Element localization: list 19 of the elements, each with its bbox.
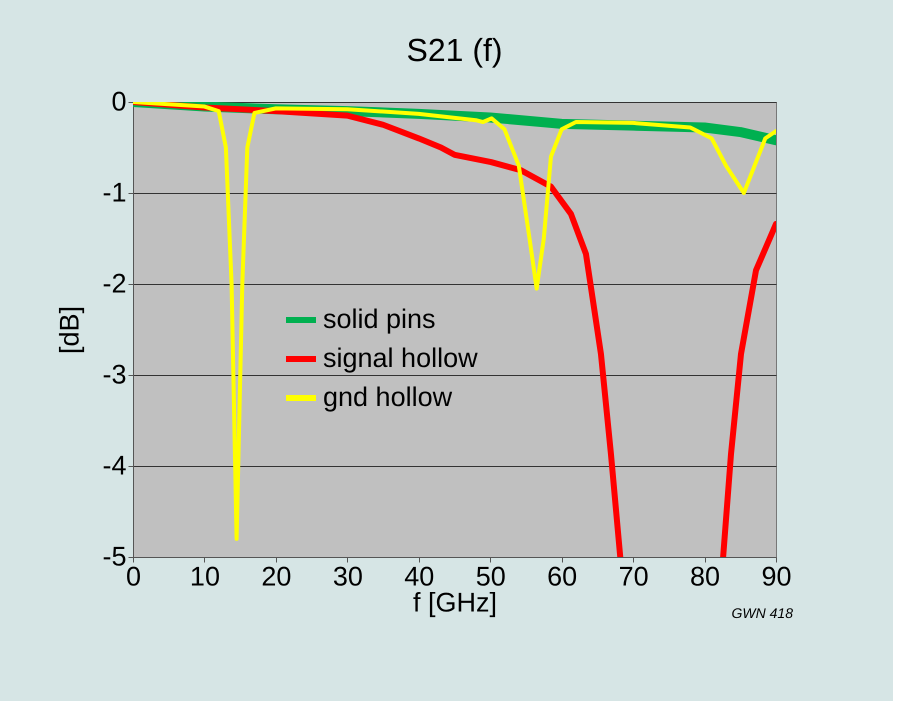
- y-tick-label: 0: [111, 86, 126, 116]
- x-tick-label: 20: [261, 562, 292, 592]
- x-tick-label: 60: [547, 562, 578, 592]
- x-tick-label: 10: [190, 562, 220, 592]
- x-tick-label: 70: [618, 562, 649, 592]
- legend-label: signal hollow: [323, 343, 478, 373]
- x-tick-label: 30: [332, 562, 363, 592]
- y-axis-title: [dB]: [54, 306, 84, 354]
- text: GWN 418: [732, 605, 794, 621]
- y-tick-label: -1: [102, 178, 126, 208]
- y-tick-label: -5: [102, 542, 126, 572]
- x-tick-label: 90: [761, 562, 792, 592]
- legend-label: solid pins: [323, 304, 436, 334]
- legend-label: gnd hollow: [323, 382, 453, 412]
- y-tick-label: -4: [102, 450, 126, 480]
- chart-title: S21 (f): [406, 32, 503, 68]
- y-tick-label: -2: [102, 268, 126, 298]
- x-tick-label: 80: [690, 562, 720, 592]
- y-tick-label: -3: [102, 360, 126, 390]
